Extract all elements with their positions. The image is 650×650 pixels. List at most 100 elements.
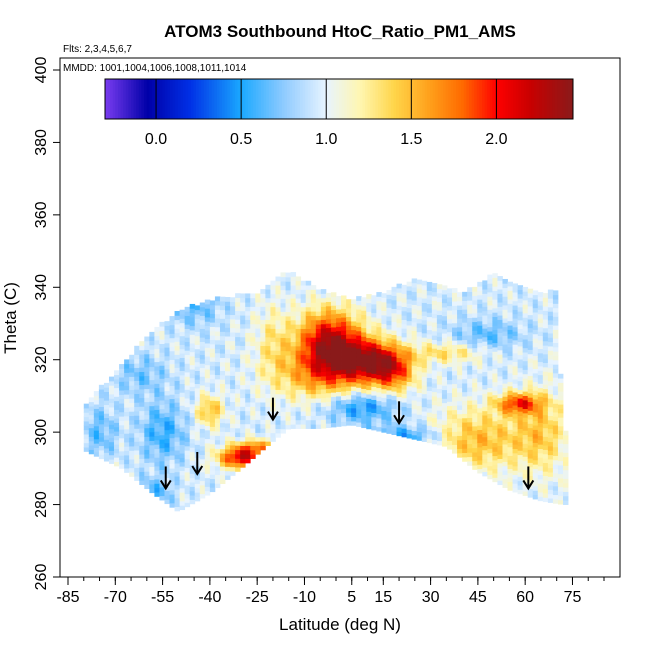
- heatmap-cell: [184, 380, 191, 386]
- heatmap-cell: [325, 310, 332, 315]
- heatmap-cell: [134, 476, 140, 481]
- heatmap-cell: [532, 468, 539, 474]
- heatmap-cell: [512, 326, 518, 332]
- heatmap-cell: [250, 332, 256, 338]
- heatmap-cell: [396, 288, 402, 293]
- heatmap-cell: [517, 311, 524, 317]
- colorbar-segment: [164, 79, 168, 119]
- heatmap-cell: [532, 394, 539, 400]
- heatmap-cell: [386, 311, 392, 317]
- heatmap-cell: [260, 332, 266, 338]
- heatmap-cell: [351, 394, 357, 400]
- heatmap-cell: [325, 301, 332, 307]
- heatmap-cell: [184, 363, 191, 369]
- heatmap-cell: [497, 415, 503, 420]
- heatmap-cell: [441, 337, 448, 343]
- heatmap-cell: [426, 347, 433, 352]
- heatmap-cell: [164, 334, 170, 339]
- heatmap-cell: [230, 345, 236, 350]
- heatmap-cell: [517, 450, 524, 456]
- heatmap-cell: [88, 445, 95, 450]
- heatmap-cell: [497, 328, 503, 333]
- colorbar-segment: [123, 79, 127, 119]
- heatmap-cell: [225, 449, 231, 454]
- heatmap-cell: [219, 422, 226, 428]
- heatmap-cell: [108, 446, 115, 451]
- heatmap-cell: [174, 328, 181, 334]
- heatmap-cell: [179, 401, 186, 406]
- heatmap-cell: [542, 458, 549, 463]
- heatmap-cell: [295, 285, 302, 290]
- heatmap-cell: [245, 310, 251, 316]
- heatmap-cell: [406, 320, 413, 326]
- heatmap-cell: [310, 311, 317, 316]
- heatmap-cell: [144, 336, 150, 342]
- heatmap-cell: [325, 418, 332, 424]
- heatmap-cell: [411, 300, 418, 305]
- heatmap-cell: [325, 297, 332, 302]
- heatmap-cell: [219, 479, 226, 484]
- heatmap-cell: [230, 358, 236, 363]
- heatmap-cell: [532, 303, 539, 309]
- heatmap-cell: [527, 466, 534, 472]
- heatmap-cell: [537, 479, 544, 484]
- heatmap-cell: [527, 445, 534, 450]
- heatmap-cell: [436, 362, 443, 368]
- heatmap-cell: [462, 426, 468, 432]
- heatmap-cell: [376, 331, 382, 336]
- heatmap-cell: [547, 328, 554, 334]
- heatmap-cell: [532, 351, 539, 356]
- heatmap-cell: [552, 451, 559, 456]
- heatmap-cell: [441, 341, 448, 347]
- heatmap-cell: [310, 302, 317, 308]
- heatmap-cell: [512, 318, 518, 323]
- heatmap-cell: [310, 376, 317, 382]
- heatmap-cell: [477, 320, 483, 326]
- heatmap-cell: [542, 293, 549, 298]
- colorbar-segment: [388, 79, 392, 119]
- heatmap-cell: [230, 401, 236, 407]
- heatmap-cell: [507, 359, 513, 365]
- heatmap-cell: [235, 445, 241, 451]
- heatmap-cell: [255, 302, 261, 307]
- heatmap-cell: [204, 390, 211, 396]
- heatmap-cell: [411, 430, 418, 436]
- heatmap-cell: [547, 363, 554, 369]
- heatmap-cell: [416, 301, 423, 307]
- heatmap-cell: [406, 425, 413, 430]
- heatmap-cell: [487, 287, 493, 293]
- heatmap-cell: [537, 339, 544, 345]
- heatmap-cell: [260, 428, 266, 433]
- heatmap-cell: [396, 344, 402, 350]
- heatmap-cell: [225, 314, 231, 320]
- heatmap-cell: [361, 353, 367, 359]
- heatmap-cell: [441, 407, 448, 412]
- heatmap-cell: [351, 325, 357, 331]
- heatmap-cell: [446, 357, 453, 363]
- heatmap-cell: [194, 431, 201, 437]
- heatmap-cell: [194, 353, 201, 358]
- heatmap-cell: [467, 382, 473, 388]
- heatmap-cell: [381, 380, 387, 385]
- colorbar-segment: [432, 79, 436, 119]
- heatmap-cell: [563, 495, 569, 501]
- heatmap-cell: [260, 354, 266, 360]
- heatmap-cell: [295, 337, 302, 343]
- heatmap-cell: [169, 498, 175, 504]
- heatmap-cell: [245, 332, 251, 338]
- heatmap-cell: [381, 423, 387, 429]
- heatmap-cell: [320, 371, 327, 377]
- colorbar-segment: [541, 79, 545, 119]
- colorbar-segment: [534, 79, 538, 119]
- heatmap-cell: [361, 384, 367, 389]
- heatmap-cell: [522, 465, 529, 470]
- heatmap-cell: [436, 301, 443, 307]
- heatmap-cell: [482, 345, 488, 351]
- heatmap-cell: [280, 294, 286, 299]
- colorbar-segment: [315, 79, 319, 119]
- colorbar-segment: [196, 79, 200, 119]
- heatmap-cell: [436, 353, 443, 359]
- heatmap-cell: [315, 341, 322, 347]
- heatmap-cell: [416, 349, 423, 354]
- heatmap-cell: [426, 390, 433, 396]
